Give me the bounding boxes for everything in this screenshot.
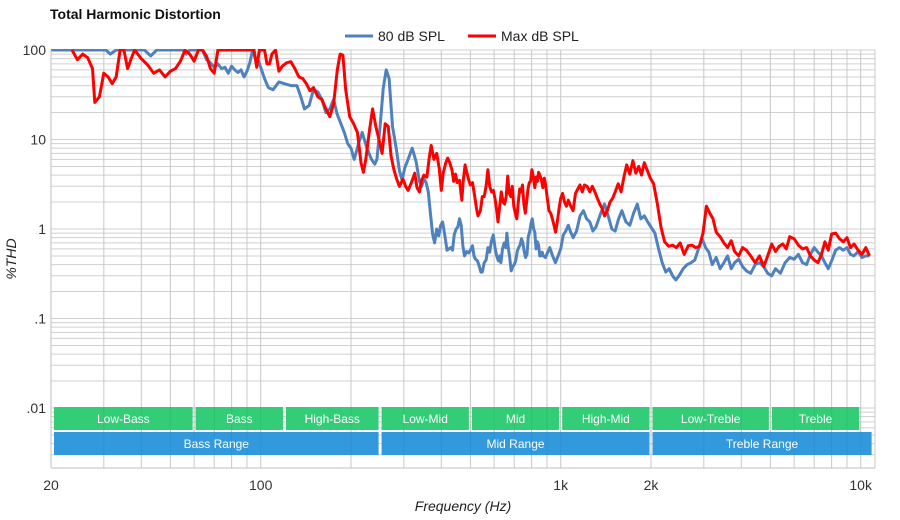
band-mid: [471, 407, 560, 430]
x-tick-label: 10k: [849, 477, 873, 493]
band-high-mid: [562, 407, 650, 430]
x-axis-ticks: 20 100 1k 2k 10k: [43, 477, 873, 493]
x-tick-label: 20: [43, 477, 59, 493]
vertical-grid-overlay: [50, 407, 862, 455]
x-tick-label: 1k: [553, 477, 569, 493]
frequency-bands: Low-Bass Bass High-Bass Low-Mid Mid High-Mid L…: [54, 407, 872, 455]
chart-title: Total Harmonic Distortion: [50, 6, 221, 22]
band-high-mid-label: High-Mid: [582, 412, 630, 426]
series-lines: [51, 49, 871, 282]
legend-item-80db[interactable]: 80 dB SPL: [345, 28, 445, 44]
band-low-mid: [381, 407, 469, 430]
series-line-max-db-spl: [70, 49, 871, 269]
y-axis-label: %THD: [3, 238, 19, 279]
legend: 80 dB SPL Max dB SPL: [345, 28, 579, 44]
band-bass-range-label: Bass Range: [184, 437, 250, 451]
band-bass-range: [54, 432, 379, 455]
y-tick-label: 100: [23, 42, 47, 58]
band-low-mid-label: Low-Mid: [403, 412, 448, 426]
band-high-bass-label: High-Bass: [305, 412, 360, 426]
band-mid-range: [381, 432, 650, 455]
y-tick-label: .01: [27, 400, 47, 416]
band-treble-range-label: Treble Range: [726, 437, 799, 451]
band-treble-range: [652, 432, 872, 455]
band-bass: [195, 407, 283, 430]
y-tick-label: 1: [38, 221, 46, 237]
series-line-80db-spl: [51, 49, 870, 282]
band-treble-label: Treble: [799, 412, 833, 426]
band-low-treble-label: Low-Treble: [681, 412, 741, 426]
band-mid-range-label: Mid Range: [487, 437, 545, 451]
band-treble: [771, 407, 860, 430]
y-axis-ticks: 100 10 1 .1 .01: [23, 42, 47, 416]
band-low-treble: [652, 407, 769, 430]
band-low-bass-label: Low-Bass: [97, 412, 150, 426]
x-axis-label: Frequency (Hz): [415, 498, 511, 514]
band-mid-label: Mid: [506, 412, 525, 426]
legend-item-max[interactable]: Max dB SPL: [468, 28, 579, 44]
band-bass-label: Bass: [226, 412, 253, 426]
legend-label-max: Max dB SPL: [501, 28, 579, 44]
band-low-bass: [54, 407, 193, 430]
x-tick-label: 100: [249, 477, 273, 493]
y-tick-label: .1: [34, 311, 46, 327]
legend-label-80db: 80 dB SPL: [378, 28, 445, 44]
y-tick-label: 10: [30, 132, 46, 148]
band-high-bass: [285, 407, 379, 430]
x-tick-label: 2k: [644, 477, 660, 493]
